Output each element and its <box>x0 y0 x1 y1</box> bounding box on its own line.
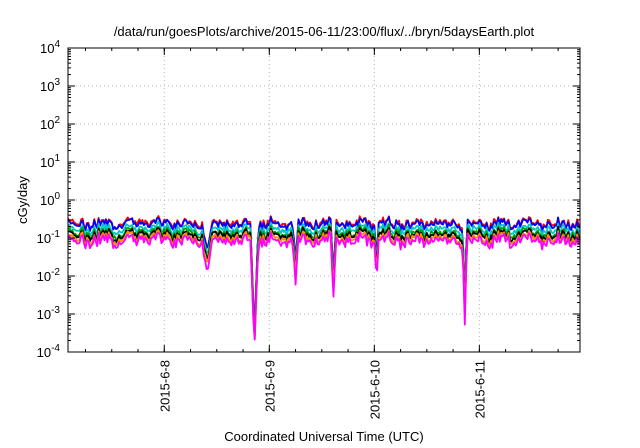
series-line <box>67 220 581 332</box>
y-tick-label: 101 <box>40 153 60 170</box>
y-tick-label: 102 <box>40 115 60 132</box>
y-tick-label: 10-1 <box>37 229 61 246</box>
series-line <box>67 225 581 338</box>
x-axis: 2015-6-8 2015-6-9 2015-6-10 2015-6-11 <box>85 48 559 419</box>
grid-lines <box>68 48 580 352</box>
y-tick-label: 10-3 <box>37 305 61 322</box>
x-tick-label: 2015-6-8 <box>157 360 172 412</box>
series-line <box>67 229 581 341</box>
chart-title: /data/run/goesPlots/archive/2015-06-11/2… <box>114 24 535 39</box>
y-tick-label: 103 <box>40 77 60 94</box>
plot-series <box>67 215 581 341</box>
y-axis: 10-4 10-3 10-2 10-1 100 101 102 103 104 <box>37 39 580 360</box>
x-tick-label: 2015-6-11 <box>472 360 487 418</box>
y-tick-label: 100 <box>40 191 60 208</box>
y-tick-label: 104 <box>40 39 60 56</box>
y-tick-label: 10-2 <box>37 267 61 284</box>
series-line <box>67 215 581 327</box>
x-tick-label: 2015-6-10 <box>367 360 382 419</box>
x-axis-title: Coordinated Universal Time (UTC) <box>224 429 423 444</box>
x-tick-label: 2015-6-9 <box>262 360 277 412</box>
y-tick-label: 10-4 <box>37 343 61 360</box>
y-axis-title: cGy/day <box>15 176 30 224</box>
series-line <box>67 230 581 341</box>
